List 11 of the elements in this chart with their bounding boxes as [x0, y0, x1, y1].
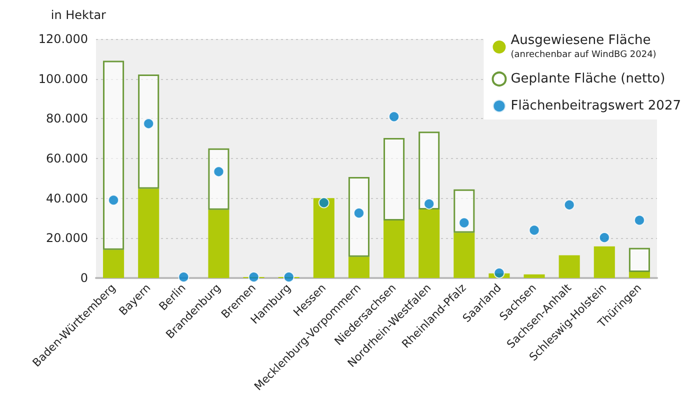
- legend-label: Ausgewiesene Fläche (anrechenbar auf WindBG 2024): [510, 33, 656, 60]
- legend-label: Flächenbeitragswert 2027: [510, 98, 681, 114]
- y-tick-label: 120.000: [38, 32, 88, 46]
- y-tick-label: 60.000: [46, 152, 88, 166]
- y-tick-label: 0: [80, 271, 88, 285]
- y-tick-label: 20.000: [46, 231, 88, 246]
- y-tick-label: 80.000: [46, 112, 88, 126]
- legend-label: Geplante Fläche (netto): [510, 72, 666, 86]
- y-tick-label: 40.000: [46, 191, 88, 206]
- y-axis-title: in Hektar: [50, 8, 106, 22]
- y-tick-label: 100.000: [38, 72, 88, 86]
